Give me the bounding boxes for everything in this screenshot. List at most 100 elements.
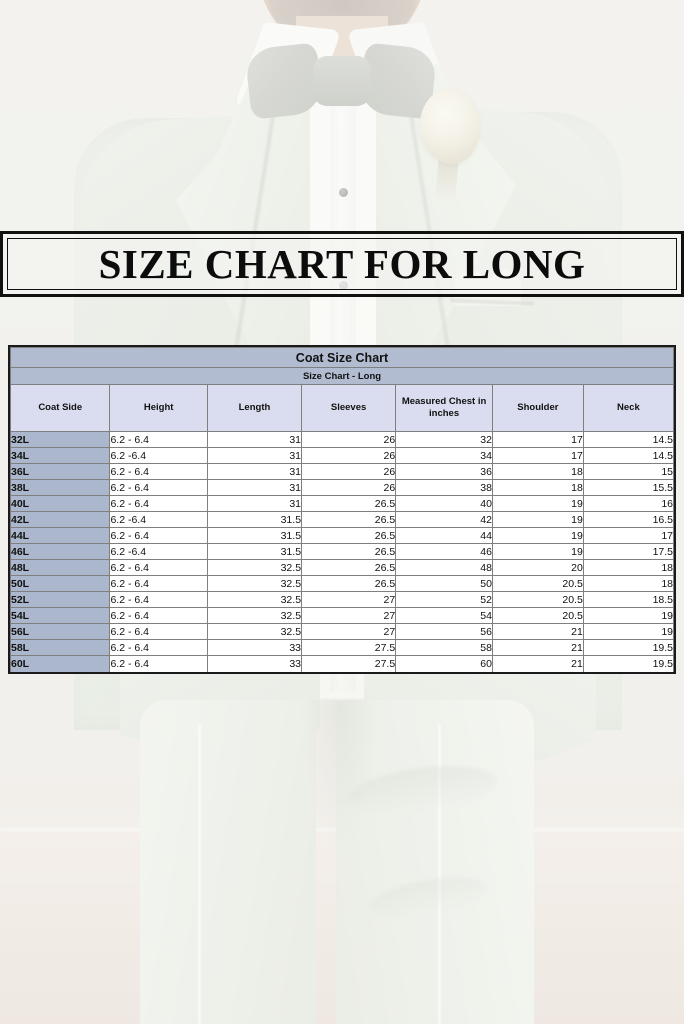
table-subtitle: Size Chart - Long <box>10 367 674 385</box>
cell-length: 31.5 <box>206 543 303 560</box>
cell-length: 31 <box>206 463 303 480</box>
cell-neck: 19 <box>582 607 675 624</box>
trouser-rise-shadow <box>300 700 380 850</box>
table-row: 56L 6.2 - 6.4 32.5 27 56 21 19 <box>9 623 675 640</box>
cell-neck: 19 <box>582 623 675 640</box>
cell-shoulder: 20.5 <box>491 591 584 608</box>
cell-coat-side: 52L <box>9 591 111 608</box>
cell-neck: 15 <box>582 463 675 480</box>
cell-coat-side: 34L <box>9 447 111 464</box>
coat-size-chart-table: Coat Size Chart Size Chart - Long Coat S… <box>8 345 676 674</box>
table-row: 50L 6.2 - 6.4 32.5 26.5 50 20.5 18 <box>9 575 675 592</box>
cell-measured-chest: 54 <box>395 607 493 624</box>
cell-shoulder: 18 <box>491 463 584 480</box>
cell-length: 31.5 <box>206 511 303 528</box>
table-subtitle-row: Size Chart - Long <box>10 367 674 385</box>
cell-coat-side: 48L <box>9 559 111 576</box>
table-row: 48L 6.2 - 6.4 32.5 26.5 48 20 18 <box>9 559 675 576</box>
table-row: 38L 6.2 - 6.4 31 26 38 18 15.5 <box>9 479 675 496</box>
cell-shoulder: 19 <box>491 495 584 512</box>
column-header-measured-chest: Measured Chest in inches <box>395 384 493 432</box>
table-title: Coat Size Chart <box>10 347 674 368</box>
table-row: 40L 6.2 - 6.4 31 26.5 40 19 16 <box>9 495 675 512</box>
page-title: SIZE CHART FOR LONG <box>98 240 586 287</box>
table-row: 34L 6.2 -6.4 31 26 34 17 14.5 <box>9 447 675 464</box>
column-header-height: Height <box>109 384 208 432</box>
cell-coat-side: 40L <box>9 495 111 512</box>
table-row: 42L 6.2 -6.4 31.5 26.5 42 19 16.5 <box>9 511 675 528</box>
cell-length: 32.5 <box>206 575 303 592</box>
cell-sleeves: 26 <box>301 463 397 480</box>
cell-shoulder: 21 <box>491 623 584 640</box>
cell-height: 6.2 - 6.4 <box>109 559 208 576</box>
column-header-length: Length <box>206 384 303 432</box>
cell-coat-side: 50L <box>9 575 111 592</box>
cell-length: 33 <box>206 655 303 672</box>
size-table: Coat Size Chart Size Chart - Long Coat S… <box>9 347 675 672</box>
table-row: 58L 6.2 - 6.4 33 27.5 58 21 19.5 <box>9 639 675 656</box>
cell-measured-chest: 38 <box>395 479 493 496</box>
cell-coat-side: 32L <box>9 431 111 448</box>
cell-neck: 16.5 <box>582 511 675 528</box>
cell-coat-side: 36L <box>9 463 111 480</box>
cell-height: 6.2 - 6.4 <box>109 495 208 512</box>
table-body: 32L 6.2 - 6.4 31 26 32 17 14.5 34L 6.2 -6.4 31 26 3… <box>9 431 675 672</box>
cell-shoulder: 21 <box>491 639 584 656</box>
cell-length: 31 <box>206 479 303 496</box>
cell-sleeves: 26.5 <box>301 495 397 512</box>
cell-sleeves: 26.5 <box>301 559 397 576</box>
cell-measured-chest: 48 <box>395 559 493 576</box>
cell-coat-side: 46L <box>9 543 111 560</box>
cell-neck: 14.5 <box>582 447 675 464</box>
cell-height: 6.2 - 6.4 <box>109 479 208 496</box>
column-header-coat-side: Coat Side <box>9 384 111 432</box>
cell-length: 32.5 <box>206 623 303 640</box>
cell-neck: 18.5 <box>582 591 675 608</box>
cell-length: 31 <box>206 431 303 448</box>
cell-height: 6.2 - 6.4 <box>109 623 208 640</box>
shirt-stud <box>339 188 348 197</box>
cell-measured-chest: 56 <box>395 623 493 640</box>
cell-measured-chest: 44 <box>395 527 493 544</box>
table-row: 52L 6.2 - 6.4 32.5 27 52 20.5 18.5 <box>9 591 675 608</box>
cell-height: 6.2 - 6.4 <box>109 639 208 656</box>
cell-height: 6.2 - 6.4 <box>109 607 208 624</box>
cell-height: 6.2 - 6.4 <box>109 527 208 544</box>
cell-sleeves: 26.5 <box>301 527 397 544</box>
cell-neck: 14.5 <box>582 431 675 448</box>
cell-measured-chest: 46 <box>395 543 493 560</box>
cell-sleeves: 27 <box>301 623 397 640</box>
cell-shoulder: 20.5 <box>491 575 584 592</box>
table-title-row: Coat Size Chart <box>10 347 674 368</box>
cell-measured-chest: 36 <box>395 463 493 480</box>
cell-shoulder: 17 <box>491 447 584 464</box>
cell-measured-chest: 34 <box>395 447 493 464</box>
table-row: 36L 6.2 - 6.4 31 26 36 18 15 <box>9 463 675 480</box>
cell-length: 31.5 <box>206 527 303 544</box>
cell-height: 6.2 - 6.4 <box>109 575 208 592</box>
cell-shoulder: 19 <box>491 527 584 544</box>
cell-coat-side: 44L <box>9 527 111 544</box>
cell-length: 32.5 <box>206 607 303 624</box>
cell-height: 6.2 -6.4 <box>109 447 208 464</box>
cell-neck: 19.5 <box>582 639 675 656</box>
table-row: 54L 6.2 - 6.4 32.5 27 54 20.5 19 <box>9 607 675 624</box>
cell-sleeves: 26.5 <box>301 543 397 560</box>
cell-measured-chest: 32 <box>395 431 493 448</box>
cell-neck: 16 <box>582 495 675 512</box>
table-header: Coat Size Chart Size Chart - Long Coat S… <box>9 347 675 432</box>
cell-sleeves: 26.5 <box>301 511 397 528</box>
table-row: 44L 6.2 - 6.4 31.5 26.5 44 19 17 <box>9 527 675 544</box>
cell-height: 6.2 -6.4 <box>109 543 208 560</box>
cell-length: 31 <box>206 495 303 512</box>
cell-neck: 15.5 <box>582 479 675 496</box>
cell-shoulder: 17 <box>491 431 584 448</box>
cell-height: 6.2 - 6.4 <box>109 463 208 480</box>
cell-sleeves: 26 <box>301 479 397 496</box>
cell-height: 6.2 - 6.4 <box>109 655 208 672</box>
cell-shoulder: 21 <box>491 655 584 672</box>
column-header-row: Coat Side Height Length Sleeves Measured… <box>9 384 675 432</box>
table-row: 32L 6.2 - 6.4 31 26 32 17 14.5 <box>9 431 675 448</box>
cell-neck: 18 <box>582 559 675 576</box>
